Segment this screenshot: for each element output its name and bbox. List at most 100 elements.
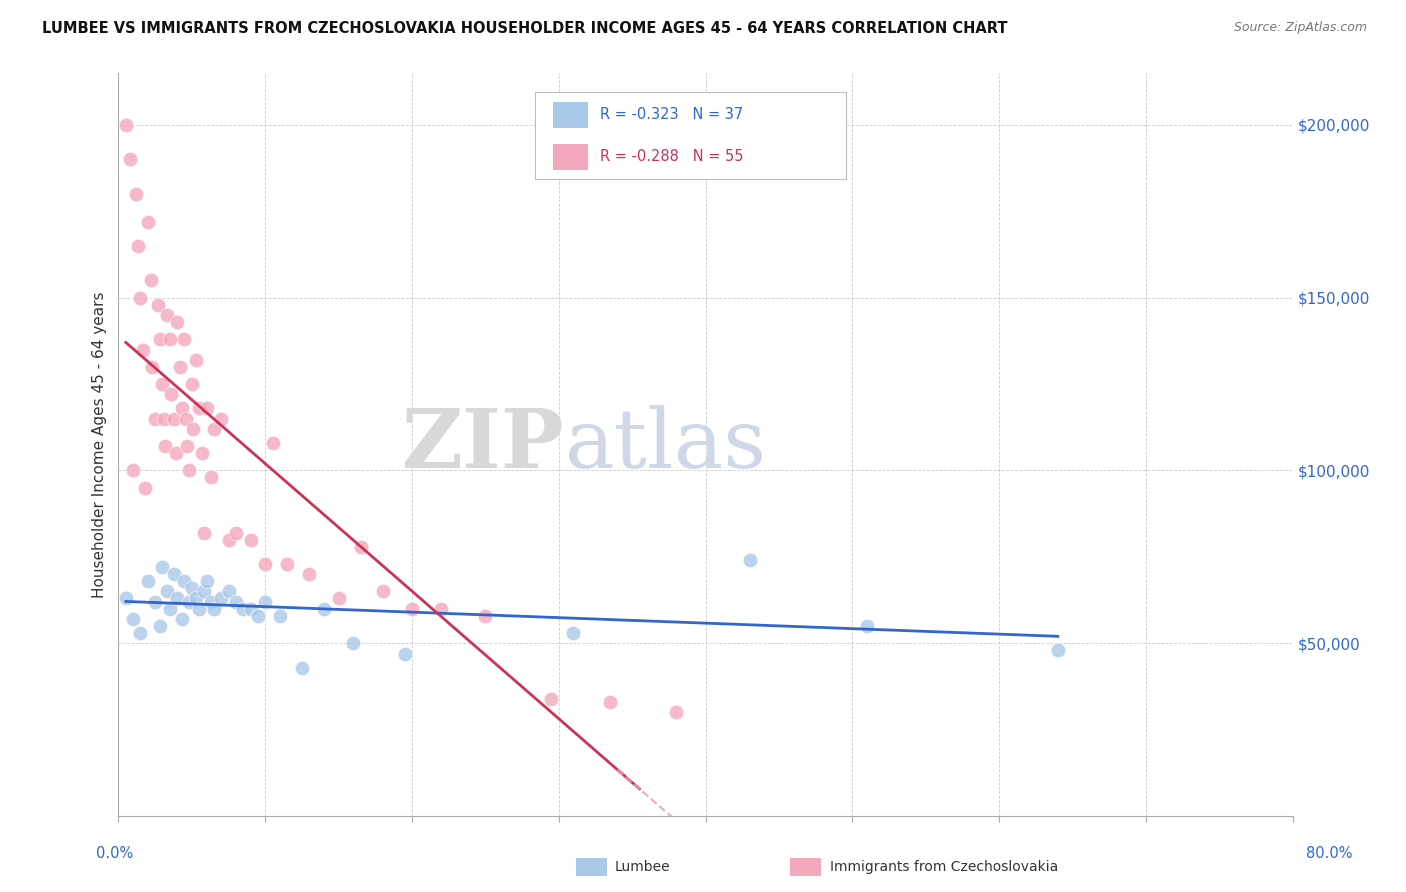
- Point: [122, 463, 145, 477]
- Point: [186, 352, 208, 367]
- Point: [188, 401, 211, 416]
- Point: [186, 591, 208, 606]
- Point: [225, 525, 247, 540]
- Point: [169, 359, 191, 374]
- Point: [139, 273, 162, 287]
- Point: [193, 584, 215, 599]
- Point: [254, 595, 277, 609]
- Point: [246, 608, 269, 623]
- Point: [173, 574, 195, 588]
- Text: ZIP: ZIP: [402, 405, 565, 484]
- Point: [159, 601, 181, 615]
- Point: [328, 591, 350, 606]
- Point: [540, 691, 562, 706]
- Point: [114, 591, 136, 606]
- Point: [239, 533, 262, 547]
- Point: [218, 584, 240, 599]
- Point: [209, 591, 232, 606]
- Text: Lumbee: Lumbee: [614, 860, 671, 874]
- Point: [148, 619, 170, 633]
- Point: [599, 695, 621, 709]
- Point: [163, 567, 186, 582]
- Point: [129, 626, 152, 640]
- Point: [159, 332, 181, 346]
- Point: [127, 239, 149, 253]
- Point: [225, 595, 247, 609]
- Point: [173, 332, 195, 346]
- Point: [195, 574, 218, 588]
- Point: [394, 647, 416, 661]
- Text: Immigrants from Czechoslovakia: Immigrants from Czechoslovakia: [830, 860, 1057, 874]
- Point: [202, 422, 225, 436]
- Text: 80.0%: 80.0%: [1306, 846, 1353, 861]
- Point: [193, 525, 215, 540]
- Point: [200, 595, 222, 609]
- Point: [163, 411, 186, 425]
- Point: [738, 553, 761, 567]
- Text: atlas: atlas: [565, 405, 766, 484]
- Point: [401, 601, 423, 615]
- Bar: [553, 102, 588, 128]
- Point: [298, 567, 321, 582]
- Point: [170, 401, 193, 416]
- Point: [122, 612, 145, 626]
- Point: [218, 533, 240, 547]
- Bar: [553, 144, 588, 169]
- Point: [166, 591, 188, 606]
- Point: [132, 343, 155, 357]
- Point: [153, 411, 176, 425]
- Point: [174, 411, 197, 425]
- Point: [165, 446, 187, 460]
- Point: [474, 608, 496, 623]
- Point: [152, 377, 174, 392]
- Point: [562, 626, 585, 640]
- Point: [146, 297, 169, 311]
- Point: [262, 435, 284, 450]
- Text: R = -0.288   N = 55: R = -0.288 N = 55: [600, 149, 744, 164]
- Point: [191, 446, 214, 460]
- Point: [156, 308, 179, 322]
- Point: [136, 574, 159, 588]
- Point: [134, 481, 156, 495]
- Point: [180, 377, 202, 392]
- Point: [143, 411, 166, 425]
- Point: [141, 359, 163, 374]
- Point: [665, 706, 688, 720]
- Point: [181, 422, 204, 436]
- Point: [342, 636, 364, 650]
- Point: [200, 470, 222, 484]
- Point: [136, 214, 159, 228]
- FancyBboxPatch shape: [536, 92, 846, 179]
- Text: R = -0.323   N = 37: R = -0.323 N = 37: [600, 107, 744, 122]
- Point: [254, 557, 277, 571]
- Point: [166, 315, 188, 329]
- Point: [188, 601, 211, 615]
- Point: [202, 601, 225, 615]
- Point: [1046, 643, 1069, 657]
- Point: [176, 439, 198, 453]
- Point: [177, 463, 200, 477]
- Point: [276, 557, 298, 571]
- Point: [170, 612, 193, 626]
- Text: 0.0%: 0.0%: [96, 846, 132, 861]
- Y-axis label: Householder Income Ages 45 - 64 years: Householder Income Ages 45 - 64 years: [93, 292, 107, 598]
- Point: [239, 601, 262, 615]
- Point: [125, 186, 148, 201]
- Point: [177, 595, 200, 609]
- Point: [155, 439, 177, 453]
- Point: [160, 387, 183, 401]
- Point: [269, 608, 291, 623]
- Point: [195, 401, 218, 416]
- Point: [209, 411, 232, 425]
- Point: [129, 291, 152, 305]
- Point: [156, 584, 179, 599]
- Point: [180, 581, 202, 595]
- Point: [312, 601, 335, 615]
- Point: [349, 540, 371, 554]
- Point: [856, 619, 879, 633]
- Text: Source: ZipAtlas.com: Source: ZipAtlas.com: [1233, 21, 1367, 35]
- Point: [371, 584, 394, 599]
- Point: [232, 601, 254, 615]
- Text: LUMBEE VS IMMIGRANTS FROM CZECHOSLOVAKIA HOUSEHOLDER INCOME AGES 45 - 64 YEARS C: LUMBEE VS IMMIGRANTS FROM CZECHOSLOVAKIA…: [42, 21, 1008, 37]
- Point: [143, 595, 166, 609]
